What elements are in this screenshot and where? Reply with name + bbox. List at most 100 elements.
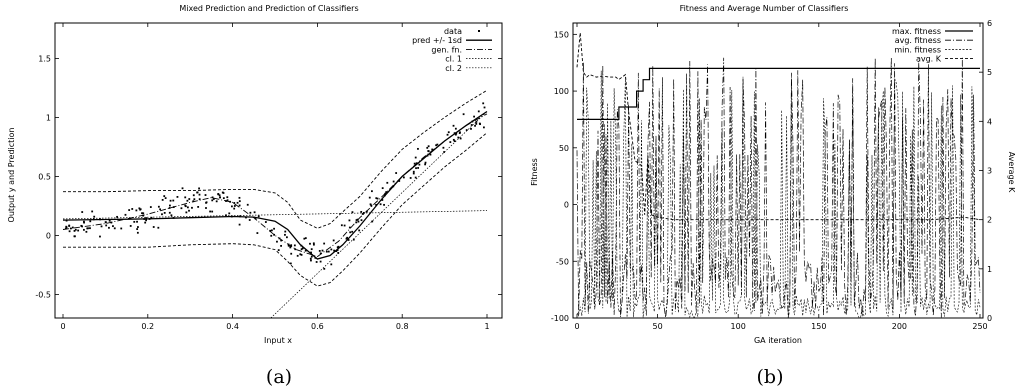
chart-a-data-point bbox=[141, 212, 143, 215]
chart-a-data-point bbox=[355, 221, 358, 224]
chart-a-data-point bbox=[312, 243, 315, 246]
chart-a-data-point bbox=[71, 226, 74, 229]
chart-a-data-point bbox=[184, 196, 187, 199]
chart-a-data-point bbox=[253, 211, 256, 214]
chart-a-data-point bbox=[217, 193, 220, 196]
chart-a-data-point bbox=[65, 227, 67, 230]
chart-a-data-point bbox=[483, 106, 486, 109]
chart-a-data-point bbox=[197, 206, 200, 208]
chart-a-data-point bbox=[417, 167, 420, 169]
chart-b-xtick-label: 50 bbox=[653, 322, 663, 331]
chart-a-ytick-label: 1 bbox=[46, 113, 51, 122]
chart-a-data-point bbox=[458, 132, 461, 135]
chart-a-data-point bbox=[238, 200, 241, 203]
chart-a-legend-label: gen. fn. bbox=[431, 45, 462, 54]
chart-b-y2tick-label: 1 bbox=[987, 265, 992, 274]
chart-a-data-point bbox=[169, 199, 172, 202]
chart-a-data-point bbox=[323, 242, 326, 245]
chart-a-data-point bbox=[89, 220, 92, 223]
chart-a-data-point bbox=[413, 162, 416, 165]
chart-a-data-point bbox=[465, 129, 468, 131]
chart-a-data-point bbox=[318, 250, 321, 252]
chart-a-legend-label: cl. 2 bbox=[445, 64, 462, 73]
chart-a-data-point bbox=[276, 240, 278, 243]
chart-a-data-point bbox=[280, 239, 283, 242]
chart-a-data-point bbox=[124, 213, 127, 216]
chart-a-data-point bbox=[427, 145, 430, 148]
chart-a-data-point bbox=[238, 196, 241, 199]
chart-a-data-point bbox=[248, 219, 251, 221]
chart-a-series-pred-upper bbox=[63, 89, 488, 229]
chart-a-data-point bbox=[186, 199, 189, 202]
chart-a-data-point bbox=[340, 224, 343, 227]
chart-b-ytick-label: 150 bbox=[554, 30, 569, 39]
chart-b-y2tick-label: 3 bbox=[987, 167, 992, 176]
chart-a-data-point bbox=[145, 217, 148, 220]
chart-a-ytick-label: 1.5 bbox=[38, 54, 51, 63]
chart-a-data-point bbox=[116, 215, 118, 218]
chart-a-data-point bbox=[402, 176, 405, 179]
chart-a-data-point bbox=[185, 211, 188, 214]
chart-a-xtick-label: 0.8 bbox=[396, 322, 409, 331]
chart-a-data-point bbox=[191, 206, 193, 209]
chart-a-data-point bbox=[349, 231, 352, 234]
chart-b-ytick-label: -100 bbox=[551, 314, 569, 323]
chart-a-data-point bbox=[226, 199, 229, 202]
chart-a-data-point bbox=[286, 236, 288, 239]
chart-a-data-point bbox=[150, 216, 153, 219]
chart-a-data-point bbox=[65, 226, 68, 229]
chart-b-ytick-label: 100 bbox=[554, 87, 569, 96]
chart-a-data-point bbox=[287, 244, 290, 247]
chart-a-data-point bbox=[474, 124, 476, 127]
chart-a-data-point bbox=[330, 248, 333, 251]
chart-a-data-point bbox=[301, 247, 304, 250]
chart-a-data-point bbox=[108, 226, 110, 229]
chart-a-data-point bbox=[256, 232, 259, 234]
chart-b-y2tick-label: 5 bbox=[987, 68, 992, 77]
chart-a-data-point bbox=[371, 220, 374, 223]
chart-a-data-point bbox=[427, 150, 430, 153]
chart-a-data-point bbox=[86, 227, 89, 230]
chart-a-data-point bbox=[83, 220, 85, 223]
chart-a-data-point bbox=[157, 226, 160, 229]
chart-a-data-point bbox=[303, 237, 306, 240]
chart-a-data-point bbox=[264, 221, 267, 223]
chart-a-data-point bbox=[475, 122, 478, 125]
chart-a-data-point bbox=[184, 204, 187, 207]
chart-a-data-point bbox=[135, 209, 138, 212]
chart-b-y2label: Average K bbox=[1007, 152, 1016, 193]
chart-b-y2tick-label: 4 bbox=[987, 117, 992, 126]
chart-a-data-point bbox=[424, 163, 427, 166]
chart-a-data-point bbox=[418, 163, 421, 166]
chart-a-data-point bbox=[446, 133, 449, 136]
chart-a-data-point bbox=[330, 263, 333, 266]
chart-b-series-max-fitness bbox=[577, 67, 980, 121]
chart-a-data-point bbox=[357, 220, 360, 223]
chart-b-series-min-fitness bbox=[576, 70, 981, 318]
chart-a-data-point bbox=[369, 203, 372, 206]
chart-a-data-point bbox=[412, 170, 415, 173]
chart-a-data-point bbox=[299, 253, 302, 256]
chart-a-data-point bbox=[343, 224, 346, 227]
chart-a-data-point bbox=[351, 230, 354, 233]
chart-a-data-point bbox=[395, 172, 398, 174]
chart-a-data-point bbox=[226, 196, 229, 199]
chart-a-data-point bbox=[233, 207, 236, 210]
chart-a-data-point bbox=[312, 242, 315, 245]
chart-a-data-point bbox=[429, 153, 432, 156]
chart-a-data-point bbox=[238, 223, 241, 226]
chart-a-data-point bbox=[375, 203, 377, 206]
chart-a-data-point bbox=[470, 124, 473, 126]
chart-a-data-point bbox=[205, 207, 207, 209]
chart-a-data-point bbox=[211, 210, 214, 213]
chart-a-data-point bbox=[128, 209, 131, 211]
chart-a-data-point bbox=[290, 244, 293, 247]
chart-b-legend-label: avg. fitness bbox=[895, 36, 941, 45]
chart-a-data-point bbox=[417, 147, 419, 150]
chart-a-data-point bbox=[332, 239, 335, 242]
chart-a-data-point bbox=[163, 195, 166, 197]
chart-a-data-point bbox=[386, 181, 389, 184]
chart-a-data-point bbox=[236, 201, 239, 204]
chart-a-data-point bbox=[426, 146, 429, 149]
chart-a-data-point bbox=[414, 156, 417, 159]
